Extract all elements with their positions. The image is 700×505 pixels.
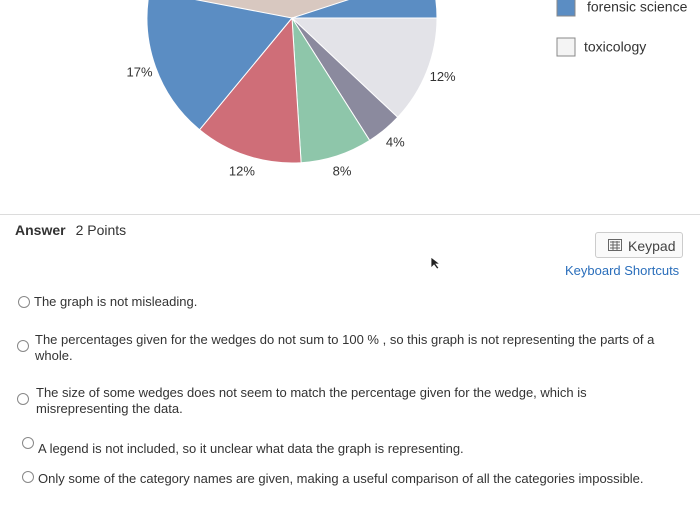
legend-label: forensic science: [587, 0, 688, 15]
wedge: [146, 0, 293, 131]
wedge: [290, 17, 438, 118]
keypad-icon: [608, 239, 622, 251]
radio-button[interactable]: [17, 340, 29, 352]
option-text[interactable]: Only some of the category names are give…: [38, 471, 644, 486]
points: 2 Points: [75, 222, 127, 238]
answer-label: Answer: [15, 222, 66, 238]
keypad-label: Keypad: [628, 238, 676, 254]
option-text[interactable]: The percentages given for the wedges do …: [35, 332, 655, 363]
separator: [0, 214, 700, 215]
keypad-button[interactable]: Keypad: [595, 232, 683, 258]
wedge-label: 4%: [386, 134, 405, 149]
radio-button[interactable]: [22, 471, 34, 483]
radio-button[interactable]: [17, 393, 29, 405]
radio-button[interactable]: [18, 296, 30, 308]
cursor: [430, 256, 442, 270]
wedge: [198, 16, 302, 164]
wedge-label: 8%: [333, 164, 352, 179]
option-text[interactable]: The size of some wedges does not seem to…: [36, 385, 587, 416]
legend-label: toxicology: [584, 39, 646, 55]
option-text[interactable]: A legend is not included, so it unclear …: [38, 441, 464, 456]
keyboard-shortcuts-link[interactable]: Keyboard Shortcuts: [565, 263, 680, 278]
wedge-label: 12%: [430, 69, 456, 84]
legend-swatch: [556, 37, 576, 57]
option-text[interactable]: The graph is not misleading.: [34, 294, 198, 309]
wedge-label: 17%: [127, 64, 153, 79]
answer-header: Answer 2 Points: [15, 222, 126, 238]
legend-swatch: [556, 0, 576, 17]
pie-chart: 5%12%4%8%12%17%forensic sciencetoxicolog…: [127, 0, 688, 179]
wedge-label: 12%: [229, 164, 255, 179]
radio-button[interactable]: [22, 437, 34, 449]
